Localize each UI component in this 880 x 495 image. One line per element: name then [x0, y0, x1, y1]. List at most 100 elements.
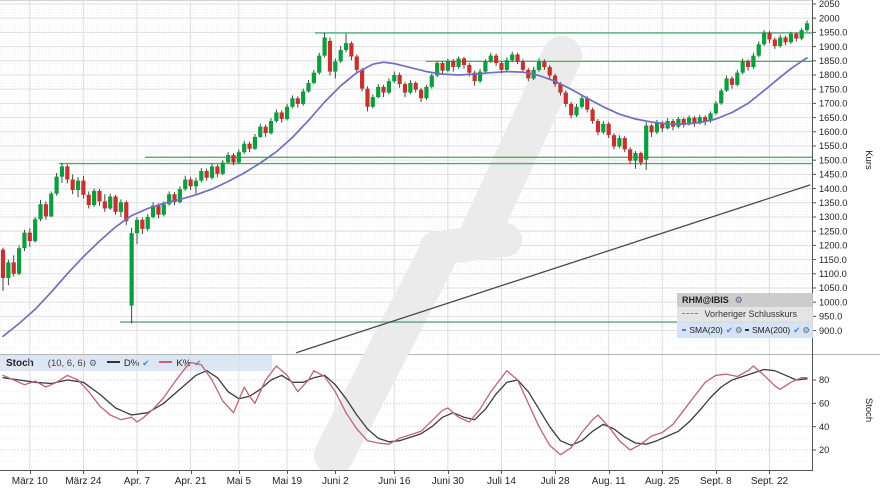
y-tick-label: 1050.0 [819, 283, 847, 293]
candle-down [295, 98, 300, 104]
candle-down [611, 135, 617, 147]
gear-icon[interactable]: ⚙ [88, 357, 97, 368]
chart-legend[interactable]: RHM@IBIS ⚙ Vorheriger Schlusskurs SMA(20… [677, 293, 813, 338]
main-price-panel[interactable]: 2050 2000 1950.0 1900.0 1850.0 1800.0 1750.0 17… [0, 0, 880, 354]
y-tick-label: 1950.0 [819, 28, 847, 38]
x-tick-label: Apr. 7 [123, 476, 151, 487]
y-tick-label: 20 [819, 445, 829, 455]
x-tick-mark [83, 470, 85, 474]
candle-down [172, 194, 177, 203]
candle-up [150, 205, 156, 217]
candle-down [767, 32, 772, 40]
candle-up [33, 219, 38, 242]
x-axis: März 10 März 24 Apr. 7 Apr. 21 Mai 5 Mai 19 Ju… [0, 470, 880, 495]
candle-up [392, 74, 397, 82]
candle-down [585, 98, 590, 110]
k-line-swatch [159, 361, 173, 363]
stoch-k-line [2, 361, 808, 456]
checkbox-checked-icon[interactable]: ✔ [793, 325, 801, 335]
d-line-swatch [106, 361, 120, 363]
sma20-swatch [682, 328, 687, 331]
candle-up [617, 138, 622, 147]
candle-down [0, 249, 6, 279]
checkbox-checked-icon[interactable]: ✔ [194, 357, 202, 368]
y-tick-label: 1200.0 [819, 241, 847, 251]
legend-symbol-row[interactable]: RHM@IBIS ⚙ [677, 293, 813, 307]
candle-up [145, 216, 150, 229]
checkbox-checked-icon[interactable]: ✔ [725, 325, 734, 335]
y-tick-label: 2000 [819, 13, 840, 23]
candle-up [290, 98, 295, 107]
y-tick-label: 1850.0 [819, 56, 847, 66]
candle-down [660, 122, 665, 129]
main-y-axis: 2050 2000 1950.0 1900.0 1850.0 1800.0 1750.0 17… [812, 0, 874, 354]
stoch-k-label: K% [176, 357, 192, 369]
candle-up [735, 72, 740, 85]
checkbox-checked-icon[interactable]: ✔ [142, 357, 150, 368]
sma200-line[interactable] [295, 184, 811, 354]
candle-up [108, 196, 113, 209]
gear-icon[interactable]: ⚙ [735, 325, 743, 335]
x-tick-mark [555, 470, 557, 474]
watermark-logo [363, 36, 582, 354]
candle-down [354, 56, 359, 70]
candle-up [654, 122, 660, 133]
candle-down [472, 72, 477, 82]
candle-up [376, 86, 381, 98]
x-tick-label: Juli 28 [540, 476, 570, 487]
candle-up [38, 204, 43, 220]
candle-down [365, 88, 370, 107]
candle-up [268, 120, 274, 134]
candle-down [681, 118, 686, 124]
candle-up [429, 75, 434, 87]
candle-down [402, 84, 408, 93]
candle-up [177, 189, 182, 203]
candle-up [477, 71, 483, 82]
candle-up [258, 126, 263, 137]
legend-sma-row[interactable]: SMA(20) ✔ ⚙ SMA(200) ✔ ⚙ [677, 322, 813, 338]
y-tick-label: 1750.0 [819, 84, 847, 94]
watermark-logo [314, 354, 409, 470]
candle-down [102, 201, 107, 209]
x-tick-label: Mai 5 [226, 476, 252, 487]
candle-down [569, 103, 574, 116]
x-tick-label: Juni 2 [321, 476, 349, 487]
y-tick-label: 1150.0 [819, 255, 847, 265]
gear-icon[interactable]: ⚙ [734, 295, 743, 305]
x-tick-label: Aug. 11 [591, 476, 626, 487]
x-tick-label: Sept. 8 [700, 476, 732, 487]
candle-up [199, 170, 204, 181]
candle-up [665, 120, 670, 129]
candle-up [601, 123, 606, 133]
candles-layer[interactable] [0, 20, 810, 324]
candle-down [628, 149, 633, 161]
candle-up [75, 180, 81, 190]
candle-up [22, 232, 27, 249]
candle-down [327, 40, 333, 72]
candle-down [418, 89, 424, 99]
candle-up [209, 166, 215, 178]
sma20-line [2, 57, 808, 338]
candle-up [504, 60, 509, 70]
legend-prev-close-row[interactable]: Vorheriger Schlusskurs [677, 307, 813, 322]
candle-up [719, 90, 724, 104]
gear-icon[interactable]: ⚙ [802, 325, 810, 335]
prev-close-swatch [682, 313, 698, 315]
candle-up [799, 30, 804, 39]
candle-down [515, 54, 520, 62]
candle-up [574, 106, 579, 116]
candle-up [435, 63, 440, 76]
stoch-panel[interactable]: 80 60 40 20 Stoch [0, 354, 880, 470]
candle-up [252, 136, 258, 149]
candle-down [606, 123, 611, 136]
x-axis-line [0, 470, 813, 471]
candle-up [134, 219, 140, 234]
y-tick-label: 1800.0 [819, 70, 847, 80]
candle-down [349, 43, 354, 57]
candle-up [386, 81, 392, 93]
candle-up [49, 193, 54, 217]
candle-down [381, 86, 386, 93]
candle-up [193, 180, 199, 187]
candle-down [692, 117, 697, 123]
